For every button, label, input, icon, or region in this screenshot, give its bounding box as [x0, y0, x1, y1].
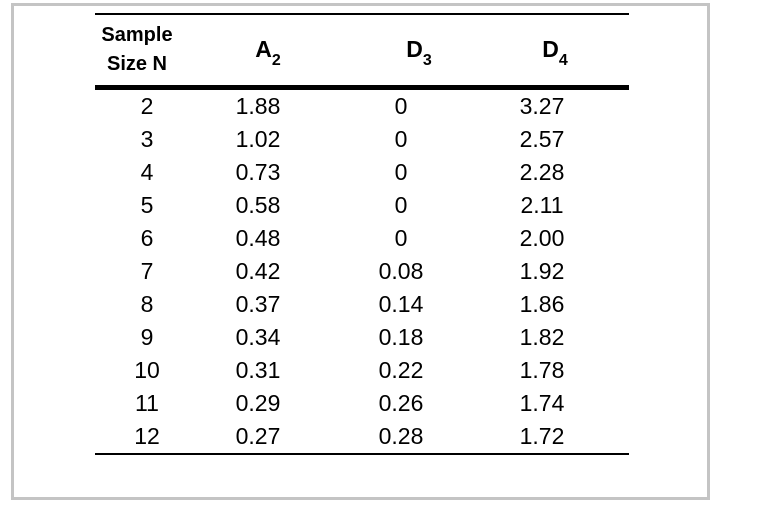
table-row: 5 0.58 0 2.11	[95, 189, 629, 222]
cell-d4: 1.82	[519, 324, 565, 350]
cell-d4: 1.74	[519, 390, 565, 416]
cell-sample-size-n: 7	[140, 258, 154, 284]
cell-sample-size-n: 5	[140, 192, 154, 218]
cell-sample-size-n: 3	[140, 126, 154, 152]
cell-sample-size-n: 9	[140, 324, 154, 350]
cell-sample-size-n: 8	[140, 291, 154, 317]
cell-sample-size-n: 6	[140, 225, 154, 251]
cell-a2: 0.42	[235, 258, 281, 284]
cell-a2: 0.73	[235, 159, 281, 185]
table-header: Sample Size N A2 D3 D4	[95, 14, 629, 90]
cell-sample-size-n: 11	[135, 390, 159, 416]
table-row: 11 0.29 0.26 1.74	[95, 387, 629, 420]
cell-d3: 0.14	[378, 291, 424, 317]
table-row: 9 0.34 0.18 1.82	[95, 321, 629, 354]
column-header-sample-size-n-label: Sample Size N	[101, 24, 173, 75]
cell-d4: 2.11	[520, 192, 564, 218]
column-header-d4: D4	[485, 14, 629, 90]
cell-d4: 1.72	[519, 423, 565, 449]
cell-a2: 0.34	[235, 324, 281, 350]
cell-d3: 0	[394, 225, 408, 251]
cell-sample-size-n: 10	[134, 357, 160, 383]
cell-d4: 1.86	[519, 291, 565, 317]
cell-sample-size-n: 12	[134, 423, 160, 449]
header-row: Sample Size N A2 D3 D4	[95, 14, 629, 90]
cell-d3: 0	[394, 159, 408, 185]
column-header-sample-size-n: Sample Size N	[95, 14, 199, 90]
cell-a2: 1.02	[235, 126, 281, 152]
table-row: 7 0.42 0.08 1.92	[95, 255, 629, 288]
table-row: 4 0.73 0 2.28	[95, 156, 629, 189]
cell-d3: 0	[394, 93, 408, 119]
cell-d3: 0.26	[378, 390, 424, 416]
cell-sample-size-n: 2	[140, 93, 154, 119]
column-header-d3: D3	[317, 14, 485, 90]
cell-d4: 2.28	[519, 159, 565, 185]
table-row: 12 0.27 0.28 1.72	[95, 420, 629, 454]
column-header-a2-label: A2	[255, 36, 281, 69]
cell-d4: 2.00	[519, 225, 565, 251]
table-row: 2 1.88 0 3.27	[95, 88, 629, 124]
column-header-a2: A2	[199, 14, 317, 90]
column-header-d4-label: D4	[542, 36, 568, 69]
table-row: 3 1.02 0 2.57	[95, 123, 629, 156]
cell-d4: 3.27	[519, 93, 565, 119]
cell-d3: 0	[394, 126, 408, 152]
table-row: 8 0.37 0.14 1.86	[95, 288, 629, 321]
cell-d3: 0.08	[378, 258, 424, 284]
column-header-d3-label: D3	[406, 36, 432, 69]
cell-a2: 0.31	[235, 357, 281, 383]
cell-a2: 0.37	[235, 291, 281, 317]
cell-a2: 0.48	[235, 225, 281, 251]
cell-d4: 1.92	[519, 258, 565, 284]
cell-d3: 0.22	[378, 357, 424, 383]
cell-d3: 0.18	[378, 324, 424, 350]
cell-a2: 1.88	[235, 93, 281, 119]
cell-sample-size-n: 4	[140, 159, 154, 185]
table-body: 2 1.88 0 3.27 3 1.02 0 2.57 4 0.73 0 2.28 5 0.58 0 2.11…	[95, 88, 629, 455]
table-row: 10 0.31 0.22 1.78	[95, 354, 629, 387]
cell-a2: 0.29	[235, 390, 281, 416]
cell-d4: 2.57	[519, 126, 565, 152]
cell-d3: 0	[394, 192, 408, 218]
table-row: 6 0.48 0 2.00	[95, 222, 629, 255]
cell-a2: 0.58	[235, 192, 281, 218]
cell-d4: 1.78	[519, 357, 565, 383]
cell-a2: 0.27	[235, 423, 281, 449]
control-chart-constants-table: Sample Size N A2 D3 D4 2 1.88 0 3.27 3 1.02 0 2.…	[95, 13, 629, 455]
cell-d3: 0.28	[378, 423, 424, 449]
